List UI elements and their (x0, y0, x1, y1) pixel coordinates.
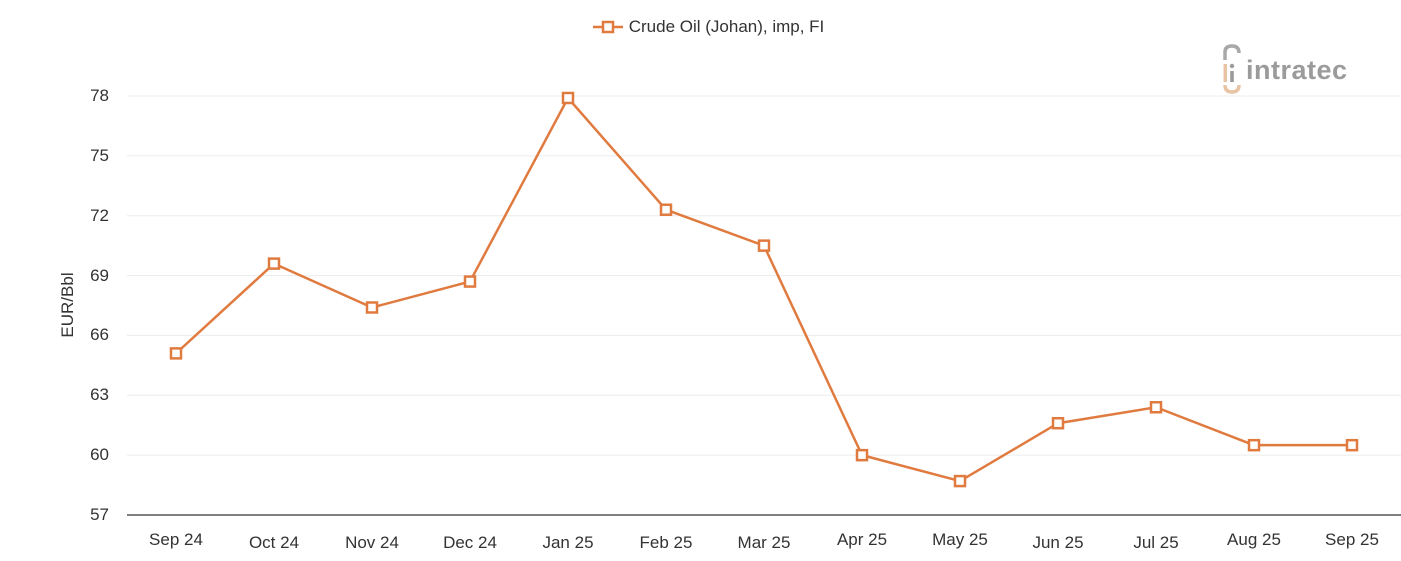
legend-marker-icon (592, 20, 623, 34)
data-markers (169, 91, 1359, 488)
data-point-marker[interactable] (1345, 438, 1359, 452)
data-point-marker[interactable] (463, 275, 477, 288)
x-tick-label: Sep 24 (149, 530, 203, 549)
legend-item[interactable]: Crude Oil (Johan), imp, FI (592, 17, 825, 37)
data-point-marker[interactable] (855, 448, 869, 462)
y-tick-label: 66 (90, 325, 109, 345)
legend-label: Crude Oil (Johan), imp, FI (628, 17, 825, 36)
y-tick-label: 57 (90, 505, 109, 524)
x-tick-label: May 25 (932, 530, 988, 549)
data-point-marker[interactable] (267, 257, 281, 270)
logo-text: intratec (1246, 54, 1348, 85)
x-tick-label: Jun 25 (1032, 533, 1084, 552)
data-point-marker[interactable] (1051, 416, 1065, 430)
data-point-marker[interactable] (659, 203, 673, 216)
y-tick-label: 60 (90, 445, 109, 465)
x-tick-label: Feb 25 (639, 533, 693, 552)
data-point-marker[interactable] (1149, 401, 1163, 414)
y-tick-label: 63 (90, 385, 109, 405)
x-tick-label: Nov 24 (345, 533, 399, 552)
x-tick-label: Oct 24 (248, 533, 300, 552)
legend: Crude Oil (Johan), imp, FI (0, 17, 1401, 37)
x-tick-label: Mar 25 (737, 533, 791, 552)
data-point-marker[interactable] (1247, 438, 1261, 452)
data-point-marker[interactable] (953, 474, 967, 488)
x-tick-label: Jul 25 (1133, 533, 1179, 552)
gridlines (127, 95, 1401, 456)
data-point-marker[interactable] (757, 239, 771, 252)
y-tick-label: 78 (90, 86, 109, 105)
x-tick-label: Dec 24 (443, 533, 497, 552)
x-tick-label: Sep 25 (1325, 530, 1379, 549)
x-tick-label: Jan 25 (542, 533, 594, 552)
x-tick-label: Aug 25 (1227, 530, 1281, 549)
data-point-marker[interactable] (561, 91, 575, 105)
y-tick-label: 72 (90, 205, 109, 225)
x-tick-label: Apr 25 (836, 530, 888, 549)
data-point-marker[interactable] (365, 301, 379, 314)
y-tick-label: 69 (90, 265, 109, 285)
y-tick-label: 75 (90, 145, 109, 165)
data-point-marker[interactable] (169, 347, 183, 360)
intratec-logo-icon (1223, 44, 1241, 94)
intratec-logo: intratec (1222, 44, 1348, 96)
